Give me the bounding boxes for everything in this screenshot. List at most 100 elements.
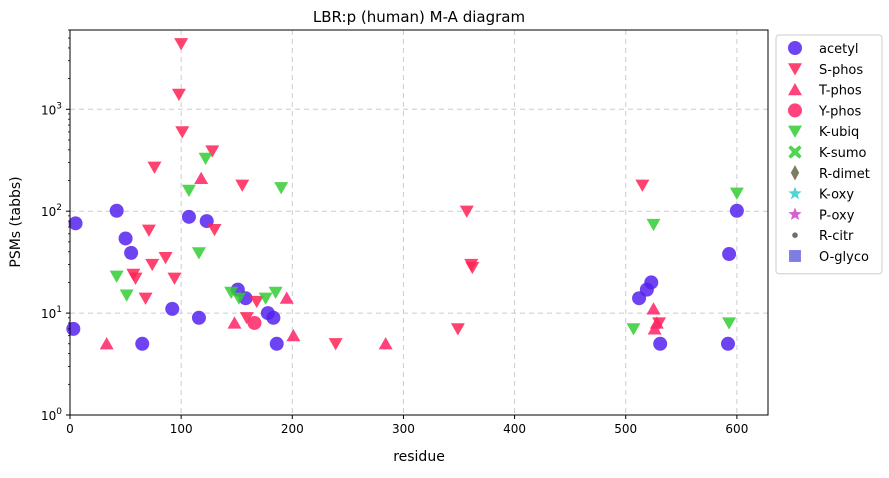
y-tick-exponent: 0	[56, 407, 62, 417]
data-point-acetyl	[181, 209, 196, 224]
data-point-acetyl	[653, 336, 668, 351]
data-point-k-ubiq	[181, 184, 196, 198]
legend-label: Y-phos	[818, 104, 862, 119]
data-point-s-phos	[235, 179, 250, 192]
data-point-k-ubiq	[119, 289, 134, 302]
legend-item: K-sumo	[788, 145, 867, 161]
legend-item: K-oxy	[788, 186, 854, 203]
data-point-s-phos	[167, 272, 182, 285]
data-point-acetyl	[722, 247, 737, 262]
data-point-s-phos	[138, 292, 153, 305]
legend-marker	[788, 103, 802, 118]
data-point-s-phos	[249, 295, 264, 309]
legend-item: acetyl	[788, 41, 859, 57]
legend-box	[775, 34, 883, 275]
data-point-acetyl	[191, 310, 206, 325]
data-point-s-phos	[145, 258, 160, 272]
data-point-s-phos	[450, 323, 465, 336]
data-point-s-phos	[635, 179, 650, 192]
data-point-acetyl	[135, 336, 150, 351]
y-tick-base: 10	[41, 205, 56, 219]
legend-marker	[788, 186, 802, 200]
data-point-t-phos	[194, 171, 209, 184]
plot-frame	[69, 29, 769, 416]
legend-marker	[789, 250, 801, 262]
legend-marker	[788, 63, 802, 76]
data-point-s-phos	[158, 252, 173, 265]
x-tick-label: 300	[392, 422, 415, 436]
grid	[70, 30, 768, 415]
legend-marker	[788, 125, 802, 138]
x-tick-label: 200	[281, 422, 304, 436]
legend-marker	[788, 41, 802, 55]
legend-label: K-ubiq	[819, 125, 859, 140]
x-tick-label: 100	[170, 422, 193, 436]
legend-item: Y-phos	[788, 103, 862, 119]
data-point-k-ubiq	[224, 286, 239, 299]
data-point-s-phos	[175, 126, 190, 139]
data-point-k-ubiq	[109, 270, 124, 283]
legend-label: K-oxy	[819, 188, 854, 203]
legend-marker	[788, 145, 802, 159]
data-point-acetyl	[269, 336, 284, 351]
legend-label: S-phos	[819, 63, 863, 78]
data-point-s-phos	[459, 205, 474, 218]
data-point-t-phos	[286, 329, 301, 342]
legend-label: O-glyco	[819, 250, 869, 265]
legend-label: T-phos	[818, 84, 862, 99]
data-point-s-phos	[205, 145, 220, 158]
y-tick-label: 102	[41, 203, 62, 219]
legend-label: K-sumo	[819, 146, 867, 161]
data-point-acetyl	[266, 310, 281, 325]
x-axis-label: residue	[393, 449, 445, 465]
data-point-acetyl	[109, 203, 124, 218]
data-point-k-ubiq	[231, 292, 246, 305]
legend-label: R-dimet	[819, 167, 870, 182]
data-point-k-ubiq	[198, 152, 213, 166]
legend-item: P-oxy	[788, 207, 855, 223]
legend-item: R-citr	[792, 229, 854, 244]
data-point-t-phos	[378, 337, 393, 350]
data-point-acetyl	[644, 275, 659, 290]
data-point-acetyl	[165, 301, 180, 316]
chart-title: LBR:p (human) M-A diagram	[313, 8, 525, 26]
y-axis-label: PSMs (tabbs)	[8, 176, 24, 267]
legend-item: T-phos	[788, 82, 862, 99]
data-point-s-phos	[171, 88, 186, 102]
data-point-acetyl	[729, 203, 744, 218]
legend-item: S-phos	[788, 63, 863, 78]
data-point-s-phos	[141, 224, 156, 237]
legend-label: acetyl	[819, 42, 859, 57]
data-point-k-ubiq	[729, 187, 744, 200]
data-point-s-phos	[239, 312, 254, 325]
x-axis: 0 100 200 300 400 500 600	[66, 415, 748, 436]
x-tick-label: 500	[614, 422, 637, 436]
x-tick-label: 0	[66, 422, 74, 436]
y-tick-base: 10	[41, 103, 56, 117]
x-tick-label: 600	[725, 422, 748, 436]
legend-label: P-oxy	[819, 208, 855, 223]
data-point-t-phos	[279, 291, 294, 304]
data-point-s-phos	[147, 161, 162, 174]
legend-item: O-glyco	[789, 250, 869, 265]
legend-item: K-ubiq	[788, 125, 859, 140]
data-point-s-phos	[207, 223, 222, 237]
legend-marker	[790, 165, 800, 181]
data-point-acetyl	[720, 336, 735, 351]
y-tick-exponent: 1	[56, 305, 62, 315]
data-point-acetyl	[118, 231, 133, 246]
data-point-k-ubiq	[191, 247, 206, 260]
data-points	[66, 38, 744, 351]
data-point-k-ubiq	[274, 182, 289, 195]
data-point-acetyl	[68, 216, 83, 231]
data-point-s-phos	[126, 268, 141, 282]
data-point-k-ubiq	[258, 292, 273, 305]
data-point-k-ubiq	[722, 317, 737, 330]
data-point-s-phos	[328, 338, 343, 351]
y-tick-base: 10	[41, 307, 56, 321]
data-point-t-phos	[99, 337, 114, 350]
legend-item: R-dimet	[790, 165, 870, 182]
